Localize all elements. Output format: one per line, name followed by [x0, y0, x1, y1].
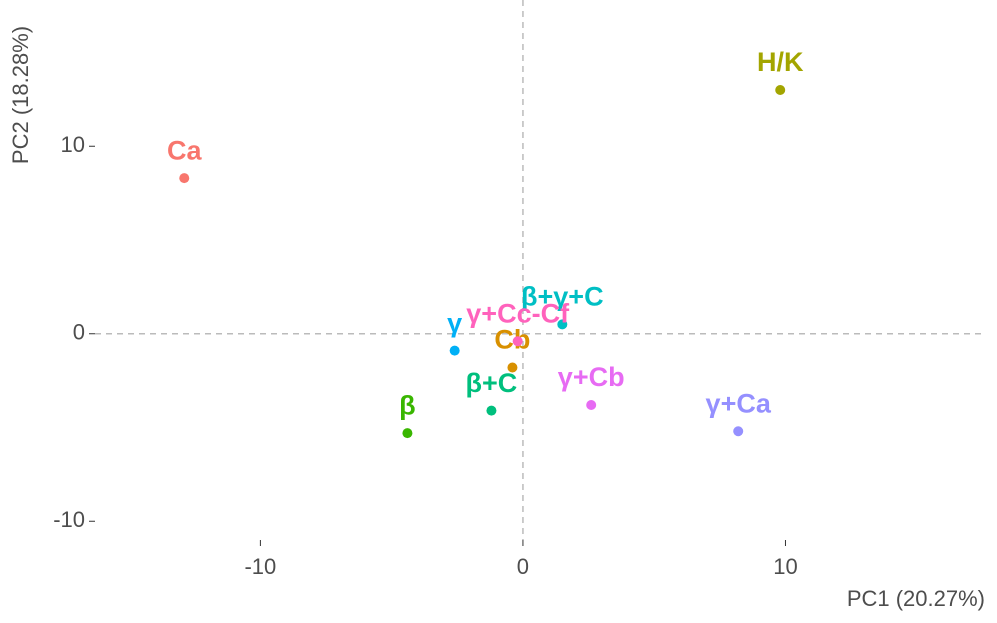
point-label: γ+Ca: [706, 388, 772, 418]
point-label: Cb: [494, 325, 530, 355]
point: [775, 85, 786, 95]
point: [507, 362, 518, 373]
point: [733, 426, 744, 437]
y-axis-title: PC2 (18.28%): [8, 26, 33, 164]
point-label: β+γ+C: [521, 282, 604, 312]
point: [179, 173, 190, 184]
point-label: γ+Cb: [558, 362, 625, 392]
point-label: β+C: [466, 368, 518, 398]
point: [512, 336, 523, 347]
x-tick-label: 0: [517, 554, 529, 579]
point-label: γ: [447, 308, 462, 338]
point: [402, 428, 413, 439]
point-label: H/K: [757, 47, 804, 77]
point: [586, 400, 597, 410]
point-label: Ca: [167, 135, 202, 165]
point: [557, 319, 568, 330]
point: [449, 345, 460, 356]
x-tick-label: 10: [773, 554, 797, 579]
y-tick-label: 10: [61, 132, 85, 157]
y-tick-label: 0: [73, 320, 85, 345]
x-axis-title: PC1 (20.27%): [847, 586, 985, 611]
point-label: γ+Cc-Cf: [466, 298, 570, 328]
point-label: β: [399, 390, 415, 420]
point: [486, 405, 497, 416]
y-tick-label: -10: [53, 507, 85, 532]
x-tick-label: -10: [244, 554, 276, 579]
